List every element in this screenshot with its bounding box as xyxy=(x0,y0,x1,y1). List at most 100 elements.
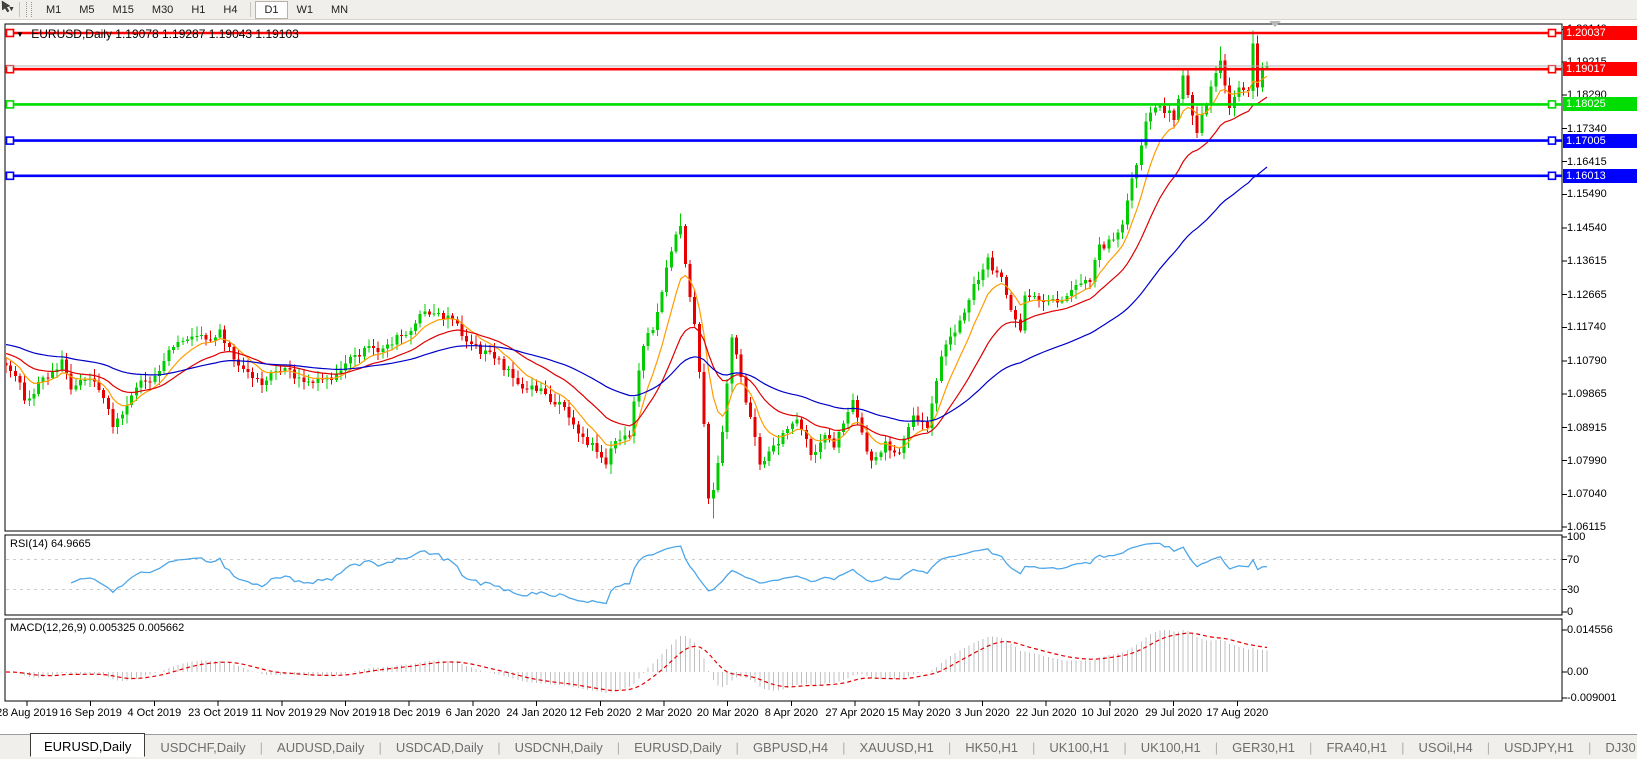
price-tick-label: 1.16415 xyxy=(1567,155,1607,168)
timeframe-button-mn[interactable]: MN xyxy=(331,3,349,16)
date-tick-label: 8 Apr 2020 xyxy=(764,707,818,719)
price-tick-label: 1.13615 xyxy=(1567,254,1607,267)
price-tick-label: 1.14540 xyxy=(1567,222,1607,235)
price-tick-label: 1.08915 xyxy=(1567,421,1607,434)
chart-tab-xauusd-h1[interactable]: XAUUSD,H1 xyxy=(859,739,934,755)
chart-tab-fra40-h1[interactable]: FRA40,H1 xyxy=(1326,739,1388,755)
date-tick-label: 29 Nov 2019 xyxy=(314,707,377,719)
macd-indicator-label: MACD(12,26,9) 0.005325 0.005662 xyxy=(10,622,185,634)
rsi-line xyxy=(70,542,1268,605)
date-tick-label: 16 Sep 2019 xyxy=(59,707,122,719)
hline-handle[interactable] xyxy=(1547,28,1557,38)
chart-title: ▼ EURUSD,Daily 1.19078 1.19287 1.19043 1… xyxy=(16,27,299,41)
timeframe-button-w1[interactable]: W1 xyxy=(296,3,314,16)
date-tick-label: 3 Jun 2020 xyxy=(955,707,1010,719)
timeframe-button-d1[interactable]: D1 xyxy=(255,0,288,19)
price-tick-label: 1.07990 xyxy=(1567,454,1607,467)
ma-slow-line[interactable] xyxy=(6,166,1268,422)
timeframe-button-h4[interactable]: H4 xyxy=(223,3,238,16)
hline-handle[interactable] xyxy=(5,171,15,181)
date-tick-label: 17 Aug 2020 xyxy=(1206,707,1269,719)
date-tick-label: 27 Apr 2020 xyxy=(825,707,885,719)
price-tick-label: 1.07040 xyxy=(1567,488,1607,501)
hline-handle[interactable] xyxy=(1547,136,1557,145)
price-tick-label: 1.06115 xyxy=(1567,521,1606,534)
date-tick-label: 4 Oct 2019 xyxy=(127,707,182,719)
chart-tab-usdchf-daily[interactable]: USDCHF,Daily xyxy=(160,739,246,755)
chart-tab-usdcnh-daily[interactable]: USDCNH,Daily xyxy=(514,739,603,755)
chart-tab-uk100-h1[interactable]: UK100,H1 xyxy=(1049,739,1110,755)
date-tick-label: 18 Dec 2019 xyxy=(377,707,441,719)
timeframe-button-m5[interactable]: M5 xyxy=(79,3,95,16)
tab-separator: | xyxy=(1401,739,1405,755)
toolbar-grip-handle[interactable] xyxy=(25,2,32,17)
chart-tab-uk100-h1[interactable]: UK100,H1 xyxy=(1140,739,1201,755)
rsi-indicator-label: RSI(14) 64.9665 xyxy=(10,538,91,550)
timeframe-button-m15[interactable]: M15 xyxy=(112,3,134,16)
chart-tab-eurusd-daily[interactable]: EURUSD,Daily xyxy=(30,732,146,757)
hline-handle[interactable] xyxy=(1547,100,1557,109)
price-tick-label: 1.10790 xyxy=(1567,355,1607,368)
date-tick-label: 2 Mar 2020 xyxy=(636,707,692,719)
timeframe-button-m30[interactable]: M30 xyxy=(151,3,174,16)
hline-handle[interactable] xyxy=(5,64,15,74)
ma-fast-line[interactable] xyxy=(6,75,1268,449)
tool-dropdown-icon[interactable]: ▼ xyxy=(8,6,15,13)
date-tick-label: 12 Feb 2020 xyxy=(569,707,632,719)
tab-separator: | xyxy=(1309,739,1313,755)
price-tick-label: 1.17340 xyxy=(1567,122,1607,135)
price-tick-label: 1.11740 xyxy=(1567,321,1606,334)
hline-handle[interactable] xyxy=(5,136,15,145)
chart-tab-usoil-h4[interactable]: USOil,H4 xyxy=(1418,739,1473,755)
chart-tab-audusd-daily[interactable]: AUDUSD,Daily xyxy=(277,739,365,755)
chart-dropdown-icon[interactable]: ▼ xyxy=(16,30,24,39)
rsi-pane-frame xyxy=(4,534,1563,616)
macd-tick-label: 0.00 xyxy=(1567,666,1589,678)
price-tick-label: 1.09865 xyxy=(1567,388,1607,400)
tab-separator: | xyxy=(616,739,621,755)
price-level-badge: 1.18025 xyxy=(1563,97,1637,112)
date-tick-label: 20 Mar 2020 xyxy=(696,707,759,719)
chart-tab-usdcad-daily[interactable]: USDCAD,Daily xyxy=(395,739,484,755)
rsi-tick-label: 70 xyxy=(1567,553,1580,566)
tab-separator: | xyxy=(842,739,846,755)
date-tick-label: 24 Jan 2020 xyxy=(506,707,567,719)
ma-mid-line[interactable] xyxy=(6,96,1268,441)
chart-shift-marker[interactable] xyxy=(1269,21,1281,27)
price-level-badge: 1.19017 xyxy=(1563,62,1637,77)
chart-tab-usdjpy-h1[interactable]: USDJPY,H1 xyxy=(1504,739,1574,755)
hline-handle[interactable] xyxy=(1547,171,1557,181)
date-tick-label: 29 Jul 2020 xyxy=(1145,707,1203,719)
chart-tab-ger30-h1[interactable]: GER30,H1 xyxy=(1232,739,1296,755)
date-tick-label: 22 Jun 2020 xyxy=(1015,707,1077,719)
price-level-badge: 1.17005 xyxy=(1563,133,1637,148)
chart-tab-gbpusd-h4[interactable]: GBPUSD,H4 xyxy=(752,739,829,755)
tab-separator: | xyxy=(947,739,952,755)
chart-tab-hk50-h1[interactable]: HK50,H1 xyxy=(965,739,1019,755)
main-pane-frame xyxy=(4,23,1563,532)
tab-separator: | xyxy=(1032,739,1036,755)
macd-histogram xyxy=(10,630,1268,694)
toolbar-separator xyxy=(250,2,252,17)
hline-handle[interactable] xyxy=(5,28,15,38)
timeframe-button-h1[interactable]: H1 xyxy=(191,3,206,16)
hline-handle[interactable] xyxy=(1547,64,1557,74)
chart-ohlc-values: 1.19078 1.19287 1.19043 1.19103 xyxy=(115,27,299,41)
chart-tab-dj30-daily[interactable]: DJ30,Daily xyxy=(1605,739,1637,755)
timeframe-button-m1[interactable]: M1 xyxy=(45,3,62,16)
rsi-tick-label: 30 xyxy=(1567,583,1580,596)
candles-layer xyxy=(6,30,1269,519)
tab-separator: | xyxy=(259,739,264,755)
chart-tab-bar: EURUSD,Daily USDCHF,Daily | AUDUSD,Daily | US… xyxy=(0,732,1637,759)
hline-handle[interactable] xyxy=(5,100,15,109)
toolbar-separator xyxy=(18,2,20,17)
price-level-badge: 1.16013 xyxy=(1563,168,1637,183)
macd-tick-label: 0.014556 xyxy=(1567,624,1613,636)
chart-tab-eurusd-daily[interactable]: EURUSD,Daily xyxy=(634,739,722,755)
tab-separator: | xyxy=(1587,739,1592,755)
date-tick-label: 6 Jan 2020 xyxy=(445,707,501,719)
tab-separator: | xyxy=(1123,739,1127,755)
tab-separator: | xyxy=(378,739,382,755)
